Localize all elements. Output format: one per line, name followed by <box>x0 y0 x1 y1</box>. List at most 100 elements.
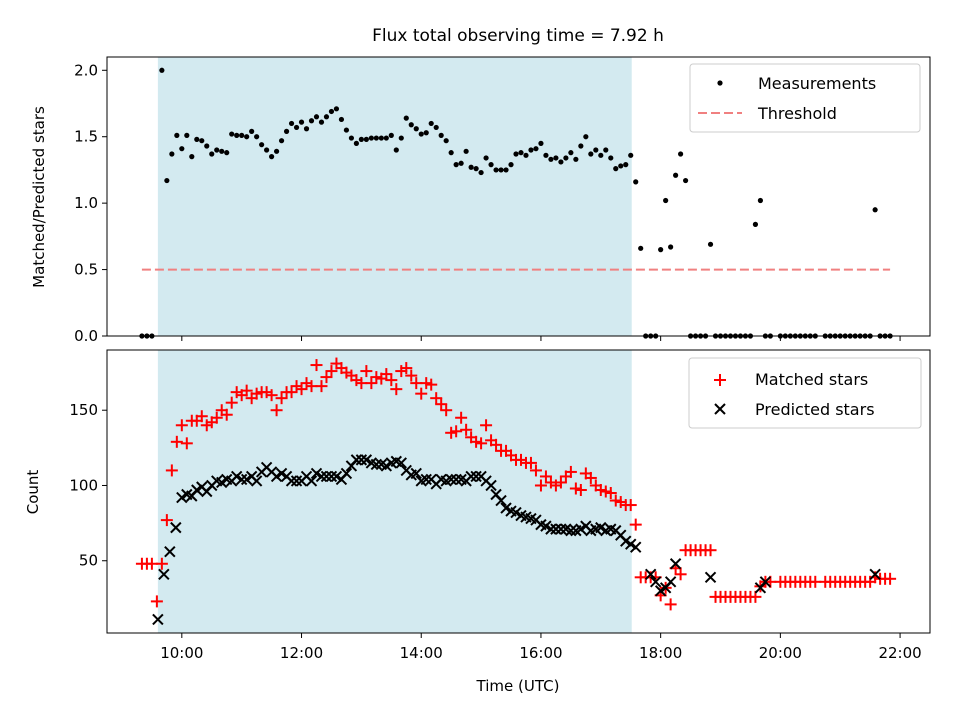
predicted-star-point <box>465 470 477 483</box>
matched-star-point <box>155 557 168 570</box>
bottom-x-axis: 10:00 12:00 14:00 16:00 18:00 20:00 22:00 <box>160 633 922 662</box>
x-tick-label: 14:00 <box>400 644 443 662</box>
measurement-point <box>473 166 479 172</box>
measurement-point <box>608 155 614 161</box>
matched-star-point <box>165 464 178 477</box>
measurement-point <box>278 138 285 144</box>
measurement-point <box>658 247 664 253</box>
matched-star-point <box>315 380 328 393</box>
measurement-point <box>229 131 235 137</box>
measurement-point <box>668 244 674 250</box>
bottom-axes-frame <box>106 349 931 634</box>
measurement-point <box>682 177 689 184</box>
y-tick-label: 100 <box>69 476 98 494</box>
predicted-star-point <box>555 523 567 535</box>
matched-star-point <box>360 365 373 378</box>
measurement-point <box>353 140 359 146</box>
matched-star-point <box>365 377 378 390</box>
legend-predicted-marker <box>714 403 726 415</box>
measurement-point <box>428 120 434 127</box>
top-legend: Measurements Threshold <box>689 63 921 133</box>
measurement-point <box>264 147 270 153</box>
predicted-star-point <box>550 523 562 535</box>
measurement-point <box>478 169 484 176</box>
predicted-star-point <box>325 470 338 483</box>
top-y-axis-label: Matched/Predicted stars <box>30 106 48 288</box>
legend-measurements-label: Measurements <box>758 74 876 93</box>
top-axes-frame <box>106 56 931 337</box>
matched-star-point <box>704 544 717 557</box>
matched-star-point <box>320 371 333 384</box>
measurement-point <box>383 135 389 141</box>
matched-star-point <box>534 479 547 492</box>
measurement-point <box>578 143 584 149</box>
measurement-point <box>443 138 449 144</box>
matched-star-point <box>584 471 597 484</box>
measurement-point <box>408 122 414 128</box>
measurement-point <box>283 128 290 134</box>
top-x-ticks <box>181 336 901 341</box>
matched-star-point <box>400 362 413 375</box>
top-shaded-span <box>157 57 632 336</box>
measurement-point <box>588 151 594 157</box>
measurement-point <box>468 164 474 170</box>
measurement-point <box>308 118 315 124</box>
measurement-point <box>493 167 499 173</box>
bottom-legend-box <box>688 357 922 429</box>
matched-star-point <box>574 483 587 496</box>
predicted-star-point <box>565 524 577 537</box>
matched-stars-series <box>135 357 897 611</box>
measurement-point <box>358 136 364 142</box>
predicted-star-point <box>305 475 318 487</box>
measurement-point <box>513 151 519 157</box>
measurement-point <box>563 155 569 161</box>
predicted-star-point <box>869 568 881 580</box>
matched-star-point <box>390 383 403 396</box>
matched-star-point <box>539 470 552 483</box>
matched-star-point <box>554 476 567 489</box>
measurement-point <box>498 167 504 173</box>
measurement-point <box>757 197 764 204</box>
measurement-point <box>328 108 335 115</box>
matched-star-point <box>884 572 897 585</box>
matched-star-point <box>310 359 323 372</box>
matched-star-point <box>170 435 183 448</box>
measurement-point <box>503 167 509 173</box>
predicted-star-point <box>450 473 462 486</box>
measurement-point <box>244 134 250 140</box>
measurement-point <box>323 114 330 120</box>
measurement-point <box>288 120 295 127</box>
predicted-star-point <box>315 470 328 483</box>
matched-star-point <box>270 404 283 417</box>
predicted-star-point <box>410 467 422 480</box>
matched-star-point <box>325 365 338 378</box>
x-tick-label: 18:00 <box>639 644 682 662</box>
matched-star-point <box>225 396 238 409</box>
predicted-star-point <box>759 576 772 588</box>
top-chart-title: Flux total observing time = 7.92 h <box>372 26 664 46</box>
matched-star-point <box>529 464 542 477</box>
measurement-point <box>633 179 639 185</box>
predicted-star-point <box>350 454 363 466</box>
matched-star-point <box>150 595 163 608</box>
matched-star-point <box>490 438 503 451</box>
measurement-point <box>189 154 195 160</box>
measurement-point <box>333 106 340 112</box>
bottom-y-axis: 50 100 150 <box>69 401 107 570</box>
measurement-point <box>568 150 574 156</box>
measurement-point <box>239 132 245 138</box>
y-tick-label: 2.0 <box>74 61 98 79</box>
measurement-point <box>523 152 529 158</box>
matched-star-point <box>195 410 208 423</box>
matched-star-point <box>524 456 537 469</box>
matched-star-point <box>664 598 677 611</box>
measurement-point <box>678 151 684 157</box>
matched-star-point <box>180 437 193 450</box>
predicted-star-point <box>630 541 642 553</box>
predicted-star-point <box>152 613 164 626</box>
measurement-point <box>254 134 260 140</box>
measurement-point <box>169 151 175 157</box>
predicted-star-point <box>664 576 677 588</box>
predicted-star-point <box>164 546 176 558</box>
